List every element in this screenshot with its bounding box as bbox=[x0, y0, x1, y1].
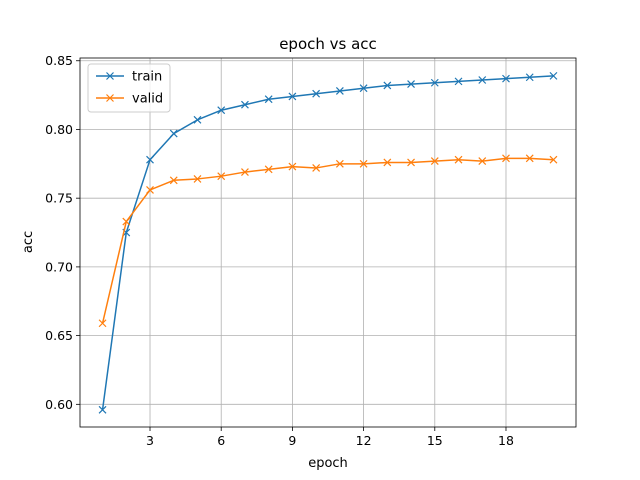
series-line-train bbox=[101, 75, 554, 410]
data-point-valid bbox=[169, 176, 178, 185]
series-line-valid bbox=[101, 157, 554, 324]
data-point-valid bbox=[549, 155, 558, 164]
data-point-valid bbox=[146, 186, 154, 194]
data-point-train bbox=[193, 115, 202, 124]
data-point-train bbox=[407, 80, 415, 89]
data-point-train bbox=[312, 89, 321, 98]
data-point-train bbox=[217, 106, 226, 115]
y-axis-label: acc bbox=[21, 231, 36, 253]
y-tick-label: 0.70 bbox=[45, 259, 73, 274]
data-point-train bbox=[264, 95, 273, 104]
data-point-train bbox=[525, 73, 534, 82]
plot-area: 3 6 9 12 15 18 0.60 0.65 0.70 0.75 0.80 0.85 train va… bbox=[45, 53, 577, 448]
x-tick-label: 3 bbox=[146, 433, 154, 448]
y-tick-label: 0.80 bbox=[45, 122, 73, 137]
data-point-valid bbox=[122, 217, 131, 226]
x-axis-label: epoch bbox=[308, 456, 348, 471]
data-point-valid bbox=[193, 175, 202, 183]
x-tick-label: 12 bbox=[356, 433, 372, 448]
data-point-train bbox=[383, 81, 392, 90]
data-point-train bbox=[241, 100, 249, 109]
data-point-train bbox=[502, 74, 510, 83]
data-point-valid bbox=[264, 165, 273, 174]
data-point-valid bbox=[407, 158, 415, 167]
data-point-train bbox=[430, 78, 439, 87]
y-tick-label: 0.65 bbox=[45, 328, 73, 343]
x-tick-label: 15 bbox=[427, 433, 443, 448]
x-tick-label: 9 bbox=[288, 433, 296, 448]
data-point-train bbox=[169, 129, 178, 138]
data-point-train bbox=[335, 87, 344, 95]
legend-marker-valid bbox=[106, 94, 114, 102]
data-point-valid bbox=[359, 159, 368, 168]
data-point-valid bbox=[335, 159, 344, 168]
data-point-valid bbox=[430, 157, 439, 165]
data-point-train bbox=[478, 76, 487, 84]
data-point-train bbox=[98, 405, 107, 414]
data-point-valid bbox=[478, 157, 487, 165]
data-point-train bbox=[288, 92, 297, 101]
data-point-valid bbox=[217, 172, 226, 181]
data-point-valid bbox=[454, 155, 463, 164]
data-point-valid bbox=[502, 154, 510, 163]
data-point-valid bbox=[312, 164, 321, 172]
data-point-valid bbox=[241, 168, 249, 176]
data-point-valid bbox=[98, 319, 107, 328]
y-tick-label: 0.85 bbox=[45, 53, 73, 68]
data-point-valid bbox=[383, 158, 392, 167]
x-tick-label: 6 bbox=[217, 433, 225, 448]
legend-label-valid: valid bbox=[132, 92, 163, 107]
data-point-train bbox=[146, 155, 154, 164]
x-tick-label: 18 bbox=[498, 433, 514, 448]
legend-label-train: train bbox=[132, 70, 162, 85]
data-point-train bbox=[454, 77, 463, 86]
chart-title: epoch vs acc bbox=[279, 35, 377, 53]
data-point-train bbox=[549, 71, 558, 80]
legend-marker-train bbox=[106, 72, 114, 80]
y-tick-label: 0.75 bbox=[45, 191, 73, 206]
data-point-train bbox=[359, 84, 368, 93]
y-tick-label: 0.60 bbox=[45, 397, 73, 412]
axes-frame bbox=[79, 57, 577, 428]
data-point-valid bbox=[288, 162, 297, 171]
data-point-valid bbox=[525, 154, 534, 163]
